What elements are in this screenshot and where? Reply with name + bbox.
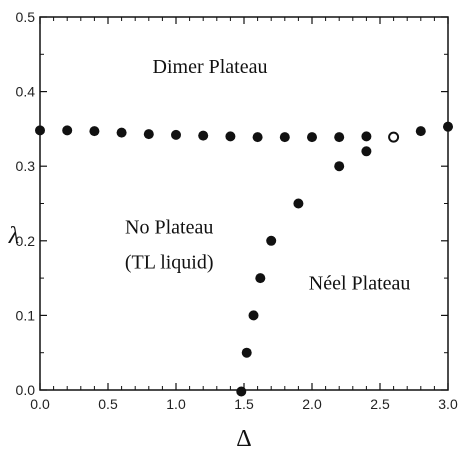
y-tick-label: 0.2 <box>16 233 36 249</box>
data-point <box>62 125 73 136</box>
data-point <box>171 129 181 140</box>
data-point <box>252 132 263 143</box>
region-label: Dimer Plateau <box>153 56 268 78</box>
region-label: (TL liquid) <box>125 251 214 273</box>
data-point <box>35 125 45 136</box>
data-point <box>334 161 345 172</box>
data-point <box>143 129 154 140</box>
data-point <box>266 235 277 246</box>
data-point <box>443 121 453 132</box>
data-point <box>255 273 266 284</box>
data-point <box>241 347 252 358</box>
x-tick-label: 2.5 <box>370 396 390 412</box>
region-label: No Plateau <box>125 216 213 238</box>
y-tick-label: 0.0 <box>16 382 36 398</box>
data-point <box>361 146 372 157</box>
data-point <box>361 131 372 142</box>
data-point <box>279 132 290 143</box>
data-point <box>225 131 236 142</box>
y-tick-label: 0.1 <box>16 307 36 323</box>
axis-ticks <box>39 16 449 391</box>
x-tick-label: 0.5 <box>98 396 118 412</box>
y-tick-label: 0.5 <box>16 9 36 25</box>
x-tick-label: 0.0 <box>30 396 50 412</box>
region-label: Néel Plateau <box>309 272 411 294</box>
data-point <box>89 126 100 137</box>
x-tick-label: 2.0 <box>302 396 322 412</box>
data-point <box>248 310 259 321</box>
region-labels: Dimer Plateau No Plateau (TL liquid) Néel P… <box>125 56 411 294</box>
data-point-open <box>388 131 400 143</box>
data-points <box>35 121 453 397</box>
x-tick-label: 1.0 <box>166 396 186 412</box>
y-axis-title: λ <box>8 223 19 249</box>
y-tick-label: 0.3 <box>16 158 36 174</box>
tick-labels: 0.0 0.5 1.0 1.5 2.0 2.5 3.0 0.0 0.1 0.2 0.3 0.4 0.5 <box>16 9 458 412</box>
data-point <box>198 130 209 141</box>
data-point <box>415 126 426 137</box>
data-point <box>293 198 304 209</box>
data-point <box>307 132 317 143</box>
x-axis-title: Δ <box>236 426 251 452</box>
data-point <box>116 127 127 138</box>
data-point <box>236 386 247 397</box>
x-tick-label: 1.5 <box>234 396 254 412</box>
y-tick-label: 0.4 <box>16 84 36 100</box>
x-tick-label: 3.0 <box>438 396 458 412</box>
data-point <box>334 132 345 143</box>
